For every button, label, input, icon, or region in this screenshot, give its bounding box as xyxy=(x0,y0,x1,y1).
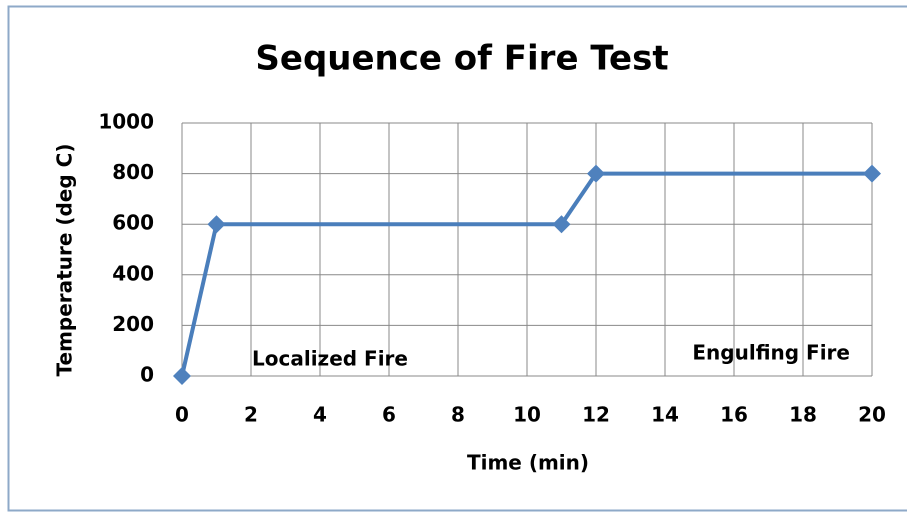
x-tick-label: 0 xyxy=(175,403,189,427)
annotation: Engulfing Fire xyxy=(692,341,850,365)
data-point xyxy=(863,164,881,183)
y-axis-label: Temperature (deg C) xyxy=(53,144,77,377)
y-tick-label: 600 xyxy=(112,211,154,235)
x-tick-label: 10 xyxy=(513,403,541,427)
x-tick-label: 2 xyxy=(244,403,258,427)
x-tick-label: 4 xyxy=(313,403,327,427)
y-tick-label: 0 xyxy=(140,363,154,387)
x-tick-label: 14 xyxy=(651,403,679,427)
data-point xyxy=(587,164,605,183)
y-tick-label: 400 xyxy=(112,261,154,285)
y-tick-label: 200 xyxy=(112,312,154,336)
data-point xyxy=(173,367,191,385)
annotation: Localized Fire xyxy=(252,347,408,371)
x-axis-label: Time (min) xyxy=(467,451,589,475)
x-tick-label: 6 xyxy=(382,403,396,427)
data-point xyxy=(207,215,226,234)
x-tick-label: 12 xyxy=(582,403,610,427)
y-tick-label: 800 xyxy=(112,160,154,184)
chart-title: Sequence of Fire Test xyxy=(255,39,668,79)
data-point xyxy=(552,215,571,234)
x-tick-label: 16 xyxy=(720,403,748,427)
x-tick-label: 8 xyxy=(451,403,465,427)
y-tick-label: 1000 xyxy=(98,110,154,134)
x-tick-label: 20 xyxy=(858,403,886,427)
x-tick-label: 18 xyxy=(789,403,817,427)
